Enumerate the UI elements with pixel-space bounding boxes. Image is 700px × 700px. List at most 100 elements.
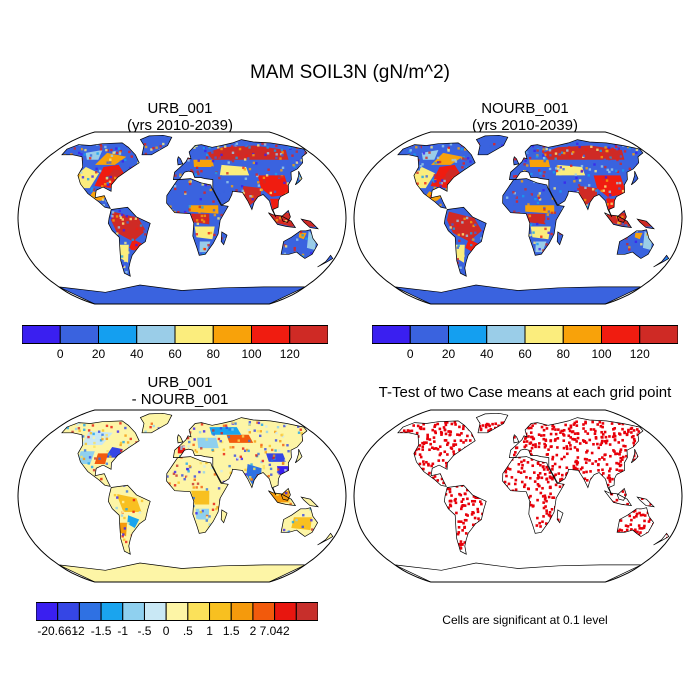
value-region: [226, 434, 254, 443]
significant-cell: [556, 437, 560, 440]
coastline: [604, 490, 633, 507]
significant-cell: [406, 429, 410, 432]
significant-cell: [543, 498, 547, 501]
significant-cell: [434, 447, 438, 450]
significant-cell: [540, 476, 544, 480]
significant-cell: [619, 463, 623, 467]
significant-cell: [617, 462, 621, 466]
significant-cell: [640, 527, 644, 530]
significant-cell: [536, 516, 539, 520]
significant-cell: [543, 442, 546, 446]
significant-cell: [572, 467, 576, 470]
significant-cell: [465, 488, 469, 492]
significant-cell: [542, 515, 545, 518]
significant-cell: [428, 471, 431, 475]
significant-cell: [438, 453, 442, 457]
significant-cell: [454, 501, 458, 505]
significant-cell: [418, 462, 422, 466]
significant-cell: [444, 423, 448, 427]
significant-cell: [567, 434, 571, 438]
significant-cell: [600, 439, 604, 443]
significant-cell: [565, 445, 569, 448]
significant-cell: [615, 498, 619, 502]
coastline: [268, 212, 297, 229]
colorbar-nourb-tick-label: 80: [556, 347, 570, 361]
significant-cell: [619, 448, 623, 451]
coastline: [139, 412, 173, 434]
significant-cell: [561, 429, 564, 433]
significant-cell: [421, 441, 424, 445]
significant-cell: [615, 461, 618, 465]
significant-cell: [637, 430, 641, 433]
value-region: [266, 453, 287, 462]
value-region: [194, 226, 215, 240]
colorbar-diff-swatch: [78, 602, 102, 621]
significant-cell: [573, 421, 577, 425]
significant-cell: [572, 464, 576, 468]
significant-cell: [419, 425, 423, 429]
colorbar-diff-tick-label: .5: [182, 624, 193, 638]
significant-cell: [583, 457, 587, 461]
significant-cell: [419, 427, 423, 431]
significant-cell: [565, 473, 568, 476]
significant-cell: [460, 432, 463, 435]
colorbar-nourb-swatch: [448, 325, 488, 344]
significant-cell: [542, 434, 546, 437]
value-region: [529, 159, 550, 167]
significant-cell: [597, 463, 600, 466]
coastline: [475, 134, 509, 156]
significant-cell: [412, 424, 415, 427]
value-region: [634, 232, 643, 240]
significant-cell: [535, 524, 539, 527]
significant-cell: [402, 429, 406, 433]
significant-cell: [607, 474, 611, 477]
significant-cell: [426, 435, 429, 439]
significant-cell: [557, 428, 560, 431]
significant-cell: [520, 460, 523, 464]
significant-cell: [588, 438, 592, 442]
significant-cell: [622, 444, 625, 448]
significant-cell: [541, 465, 545, 469]
significant-cell: [554, 432, 558, 436]
map-ttest: [353, 409, 683, 583]
significant-cell: [463, 526, 466, 529]
significant-cell: [446, 453, 449, 456]
significant-cell: [489, 427, 493, 431]
significant-cell: [589, 470, 592, 473]
significant-cell: [536, 474, 540, 477]
significant-cell: [551, 465, 555, 468]
colorbar-urb-tick-label: 100: [241, 347, 262, 361]
coastline: [616, 487, 627, 501]
colorbar-urb-swatch: [59, 325, 99, 344]
significant-cell: [589, 428, 593, 431]
significant-cell: [440, 477, 444, 481]
significant-cell: [450, 447, 454, 450]
significant-cell: [444, 432, 448, 436]
significant-cell: [581, 439, 585, 442]
significant-cell: [632, 434, 635, 438]
significant-cell: [531, 464, 535, 468]
colorbar-urb-tick-label: 60: [168, 347, 182, 361]
significant-cell: [601, 422, 605, 425]
land-madagascar: [221, 231, 227, 245]
significant-cell: [549, 486, 552, 490]
coastline: [177, 434, 184, 444]
significant-cell: [453, 439, 457, 443]
significant-cell: [529, 426, 533, 430]
significant-cell: [470, 499, 474, 503]
significant-cell: [571, 437, 574, 441]
significant-cell: [479, 428, 483, 432]
significant-cell: [562, 434, 566, 437]
significant-cell: [433, 430, 437, 433]
significant-cell: [611, 477, 614, 481]
value-region: [440, 169, 459, 181]
coastline: [172, 417, 308, 496]
colorbar-urb-tick-label: 40: [130, 347, 144, 361]
significant-cell: [545, 465, 549, 469]
map-diff: [17, 409, 347, 583]
significant-cell: [528, 442, 532, 445]
significant-cell: [476, 507, 479, 511]
panel-title-urb-line2: (yrs 2010-2039): [127, 117, 233, 134]
significant-cell: [576, 436, 580, 440]
significant-cell: [574, 466, 577, 470]
